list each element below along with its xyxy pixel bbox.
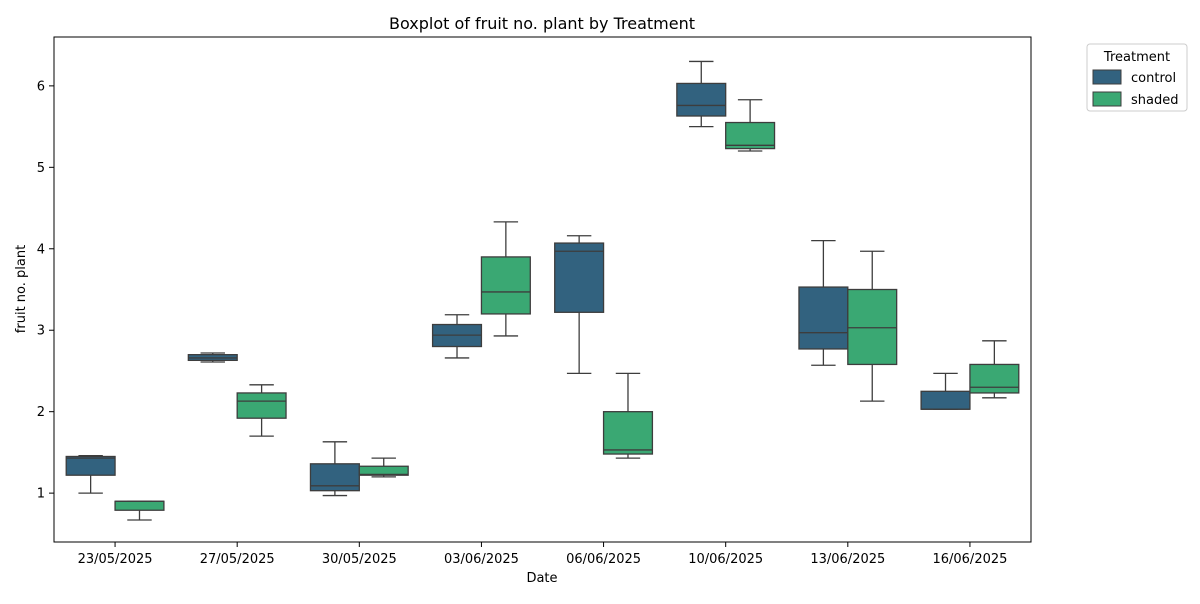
- y-tick-label: 4: [37, 242, 45, 257]
- y-tick-label: 5: [37, 161, 45, 176]
- iqr-box: [725, 121, 776, 150]
- legend-title: Treatment: [1103, 50, 1170, 65]
- x-tick-label: 13/06/2025: [810, 552, 885, 567]
- box-control-2: [187, 352, 238, 363]
- y-tick-label: 6: [37, 79, 45, 94]
- plot-area: 1 2 3 4 5 6 23/05/2025 27/05/2025 30/05/2025 03/0…: [37, 36, 1032, 567]
- iqr-box: [358, 465, 409, 476]
- x-tick-label: 06/06/2025: [566, 552, 641, 567]
- x-axis-label: Date: [526, 571, 557, 586]
- legend-label-control: control: [1131, 71, 1176, 86]
- legend-swatch-control: [1092, 69, 1122, 85]
- iqr-box: [65, 455, 116, 476]
- x-tick-label: 10/06/2025: [688, 552, 763, 567]
- box-shaded-1: [114, 500, 165, 521]
- iqr-box: [847, 288, 898, 366]
- iqr-box: [920, 390, 971, 410]
- box-control-5: [554, 235, 605, 375]
- iqr-box: [676, 82, 727, 117]
- iqr-box: [309, 463, 360, 492]
- iqr-box: [969, 363, 1020, 394]
- iqr-box: [602, 411, 654, 455]
- iqr-box: [114, 500, 165, 511]
- iqr-box: [480, 256, 531, 315]
- legend-label-shaded: shaded: [1131, 93, 1178, 108]
- box-control-8: [920, 372, 971, 410]
- box-shaded-8: [969, 340, 1020, 399]
- box-shaded-3: [358, 457, 409, 478]
- y-tick-label: 2: [37, 405, 45, 420]
- box-shaded-5: [602, 372, 654, 459]
- box-control-1: [65, 455, 116, 494]
- box-shaded-4: [480, 221, 531, 337]
- box-control-3: [309, 441, 360, 497]
- iqr-box: [798, 286, 849, 350]
- box-control-4: [431, 314, 483, 359]
- plot-frame: [53, 36, 1032, 543]
- box-shaded-6: [725, 99, 776, 152]
- x-tick-label: 23/05/2025: [78, 552, 153, 567]
- iqr-box: [554, 242, 605, 313]
- legend: Treatment control shaded: [1086, 43, 1188, 112]
- box-control-7: [798, 239, 849, 366]
- box-control-6: [676, 60, 727, 128]
- y-tick-label: 1: [37, 487, 45, 502]
- y-axis-label: fruit no. plant: [14, 245, 29, 333]
- x-tick-label: 03/06/2025: [444, 552, 519, 567]
- x-tick-label: 30/05/2025: [322, 552, 397, 567]
- x-tick-label: 27/05/2025: [200, 552, 275, 567]
- chart-title: Boxplot of fruit no. plant by Treatment: [389, 14, 695, 33]
- x-tick-label: 16/06/2025: [932, 552, 1007, 567]
- legend-swatch-shaded: [1092, 91, 1122, 107]
- box-shaded-2: [236, 384, 287, 437]
- y-tick-label: 3: [37, 324, 45, 339]
- iqr-box: [236, 392, 287, 419]
- box-shaded-7: [847, 250, 898, 402]
